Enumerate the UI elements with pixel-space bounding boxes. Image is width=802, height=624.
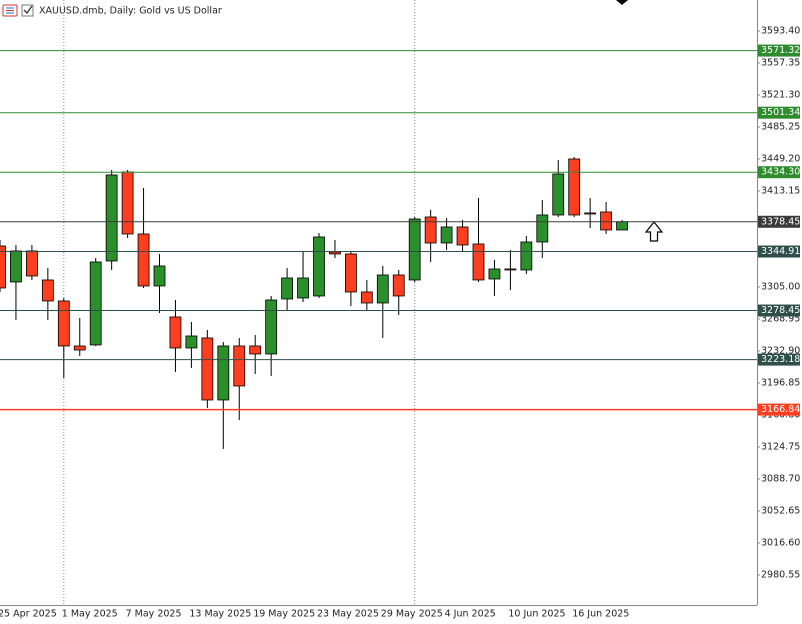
- symbol-icons: [2, 4, 34, 17]
- candle-body: [616, 221, 628, 231]
- y-tick-label: 3088.70: [761, 473, 800, 484]
- candle-body: [408, 218, 421, 281]
- shift-marker: [616, 0, 628, 5]
- candle-body: [536, 214, 549, 243]
- level-label-bg: [758, 166, 800, 179]
- y-tick-label: 3305.00: [761, 281, 800, 292]
- candle-body: [488, 268, 501, 280]
- level-label: 3571.32: [761, 45, 800, 56]
- level-label: 3223.18: [761, 354, 800, 365]
- y-tick-label: 3413.15: [761, 185, 800, 196]
- candle-body: [456, 226, 469, 246]
- y-tick-label: 3521.30: [761, 89, 800, 100]
- y-tick-label: 3268.95: [761, 313, 800, 324]
- level-label: 3344.91: [761, 246, 800, 257]
- candle-body: [297, 277, 309, 299]
- candle-body: [89, 261, 102, 346]
- x-tick-label: 16 Jun 2025: [572, 609, 629, 620]
- candle-body: [600, 211, 612, 231]
- candle-body: [73, 345, 86, 351]
- y-tick-label: 3016.60: [761, 537, 800, 548]
- candle-body: [233, 345, 246, 387]
- x-tick-label: 1 May 2025: [62, 609, 118, 620]
- level-label: 3501.34: [761, 107, 800, 118]
- candle-body: [25, 250, 38, 277]
- level-label-bg: [758, 353, 800, 366]
- candle-body: [137, 233, 150, 287]
- level-label: 3278.45: [761, 305, 800, 316]
- candle-body: [313, 236, 325, 297]
- level-label-bg: [758, 403, 800, 416]
- candle-body: [249, 345, 262, 355]
- candle-body: [217, 345, 230, 401]
- candle-body: [57, 300, 70, 347]
- level-label-bg: [758, 304, 800, 317]
- x-tick-label: 19 May 2025: [253, 609, 315, 620]
- candle-body: [440, 226, 453, 244]
- arrow-up: [644, 221, 664, 242]
- y-tick-label: 2980.55: [761, 569, 800, 580]
- candle-body: [105, 174, 118, 262]
- y-tick-label: 3557.35: [761, 57, 800, 68]
- x-tick-label: 10 Jun 2025: [508, 609, 565, 620]
- level-label-bg: [758, 245, 800, 258]
- level-label-bg: [758, 215, 800, 228]
- candle-body: [41, 279, 54, 302]
- candle-body: [568, 158, 581, 216]
- x-tick-label: 25 Apr 2025: [0, 609, 57, 620]
- candle-body: [520, 241, 533, 271]
- candle-body: [185, 335, 198, 349]
- candle-body: [169, 316, 182, 349]
- candle-body: [424, 216, 437, 244]
- candle-body: [584, 212, 597, 215]
- x-tick-label: 23 May 2025: [317, 609, 379, 620]
- chart-title: XAUUSD.dmb, Daily: Gold vs US Dollar: [39, 6, 222, 17]
- candle-body: [10, 250, 22, 283]
- y-tick-label: 3232.90: [761, 345, 800, 356]
- candle-body: [329, 251, 341, 255]
- candle-body: [0, 245, 6, 289]
- candle-body: [392, 274, 405, 297]
- y-tick-label: 3052.65: [761, 505, 800, 516]
- candle-body: [201, 337, 214, 401]
- y-tick-label: 3449.20: [761, 153, 800, 164]
- level-label-bg: [758, 106, 800, 119]
- candle-body: [281, 277, 294, 300]
- y-tick-label: 3593.40: [761, 25, 800, 36]
- candle-body: [153, 265, 166, 287]
- y-tick-label: 3196.85: [761, 377, 800, 388]
- x-tick-label: 7 May 2025: [126, 609, 182, 620]
- x-tick-label: 4 Jun 2025: [445, 609, 496, 620]
- x-tick-label: 29 May 2025: [381, 609, 443, 620]
- candle-body: [552, 173, 565, 216]
- candle-body: [265, 299, 278, 355]
- level-label: 3434.30: [761, 167, 800, 178]
- candle-body: [504, 268, 517, 271]
- candle-body: [472, 243, 485, 281]
- x-tick-label: 13 May 2025: [189, 609, 251, 620]
- candle-body: [376, 274, 389, 304]
- level-label: 3166.84: [761, 404, 800, 415]
- y-tick-label: 3124.75: [761, 441, 800, 452]
- y-tick-label: 3485.25: [761, 121, 800, 132]
- candle-body: [360, 291, 373, 304]
- level-label: 3378.45: [761, 216, 800, 227]
- level-label-bg: [758, 44, 800, 57]
- candle-body: [344, 253, 357, 293]
- candle-body: [121, 171, 134, 235]
